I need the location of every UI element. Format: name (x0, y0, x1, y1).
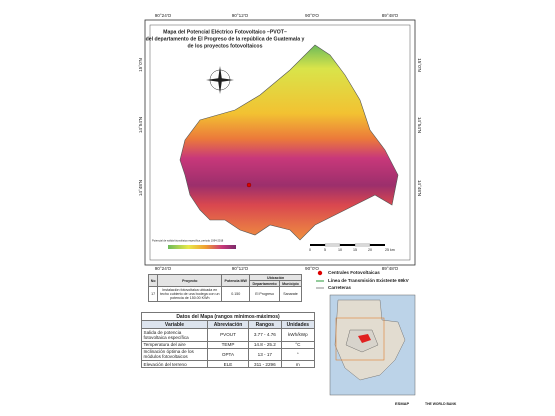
scale-label: 5 (324, 248, 326, 252)
cell: ° (280, 347, 316, 361)
cell: 17 (147, 286, 159, 302)
cell: °C (280, 340, 316, 349)
cell: 14.8 - 25.2 (248, 340, 282, 349)
table-row: Salida de potencia fotovoltaica específi… (141, 328, 316, 342)
legend-label: Carreteras (328, 285, 351, 290)
legend-color-bar (168, 245, 236, 249)
cell: PVOUT (206, 328, 250, 342)
latitude-label: 14°54'N (417, 117, 422, 133)
inset-map (329, 294, 416, 396)
legend-label: Línea de Transmisión Existente 69kV (328, 278, 410, 283)
cell: m (280, 359, 316, 369)
header-cell: Unidades (280, 320, 316, 330)
longitude-label: 90°24'O (155, 13, 172, 18)
header-cell: Rangos (248, 320, 282, 330)
header-cell: No (147, 273, 159, 288)
latitude-label: 15°0'N (138, 58, 143, 72)
cell: Elevación del terreno (141, 359, 208, 369)
header-cell: Abreviación (206, 320, 250, 330)
logo-text: THE WORLD BANK (425, 402, 457, 406)
department-map (179, 44, 399, 241)
scale-label: 20 (368, 248, 372, 252)
map-title-line: del departamento de El Progreso de la re… (146, 36, 305, 42)
project-marker (246, 182, 252, 188)
longitude-label: 90°12'O (232, 13, 249, 18)
legend-caption: Potencial de salida fotovoltaica específ… (152, 239, 224, 243)
cell: Sanarate (278, 286, 303, 302)
cell: TEMP (206, 340, 250, 349)
table-row: Inclinación óptima de los módulos fotovo… (141, 347, 316, 361)
map-title-line: de los proyectos fotovoltaicos (188, 43, 263, 49)
projects-table: No Proyecto Potencia MW Ubicación Depart… (147, 273, 303, 302)
cell: ELE (206, 359, 250, 369)
cell: 13 - 17 (248, 347, 282, 361)
latitude-label: 14°48'N (138, 180, 143, 196)
longitude-label: 90°12'O (232, 266, 249, 271)
longitude-label: 90°0'O (305, 13, 319, 18)
cell: Inclinación óptima de los módulos fotovo… (141, 347, 208, 361)
latitude-label: 14°54'N (138, 117, 143, 133)
longitude-label: 90°0'O (305, 266, 319, 271)
scale-label: 15 (353, 248, 357, 252)
scale-label: 10 (338, 248, 342, 252)
map-title-line: Mapa del Potencial Eléctrico Fotovoltaic… (163, 29, 287, 35)
header-cell: Municipio (278, 280, 303, 288)
cell: Temperatura del aire (141, 340, 208, 349)
cell: El Progreso (249, 286, 280, 302)
legend-box: Centrales Fotovoltaicas Línea de Transmi… (316, 270, 410, 290)
cell: 311 - 2296 (248, 359, 282, 369)
scale-bar (310, 243, 385, 247)
cell: Instalación fotovoltaica ubicada en tech… (157, 286, 223, 302)
cell: kWh/kWp (280, 328, 316, 342)
header-cell: Potencia MW (221, 273, 251, 288)
header-cell: Variable (141, 320, 208, 330)
scale-label: 25 km (385, 248, 395, 252)
longitude-label: 89°48'O (382, 266, 399, 271)
longitude-label: 90°24'O (155, 266, 172, 271)
table-row: Elevación del terreno ELE 311 - 2296 m (141, 359, 316, 369)
logo-text: ESMAP (395, 401, 410, 406)
legend-label: Centrales Fotovoltaicas (328, 270, 380, 275)
cell: OPTA (206, 347, 250, 361)
cell: Salida de potencia fotovoltaica específi… (141, 328, 208, 342)
scale-label: 0 (309, 248, 311, 252)
header-cell: Proyecto (157, 273, 223, 288)
cell: 0.150 (221, 286, 251, 302)
header-row: Variable Abreviación Rangos Unidades (141, 320, 316, 330)
table-row: Temperatura del aire TEMP 14.8 - 25.2 °C (141, 340, 316, 349)
compass-rose (206, 66, 234, 94)
data-table: Datos del Mapa (rangos mínimos-máximos) … (141, 311, 316, 369)
latitude-label: 15°0'N (417, 58, 422, 72)
cell: 3.77 - 4.76 (248, 328, 282, 342)
legend-symbol (317, 270, 323, 276)
latitude-label: 14°48'N (417, 180, 422, 196)
table-title: Datos del Mapa (rangos mínimos-máximos) (141, 311, 315, 322)
longitude-label: 89°48'O (382, 13, 399, 18)
